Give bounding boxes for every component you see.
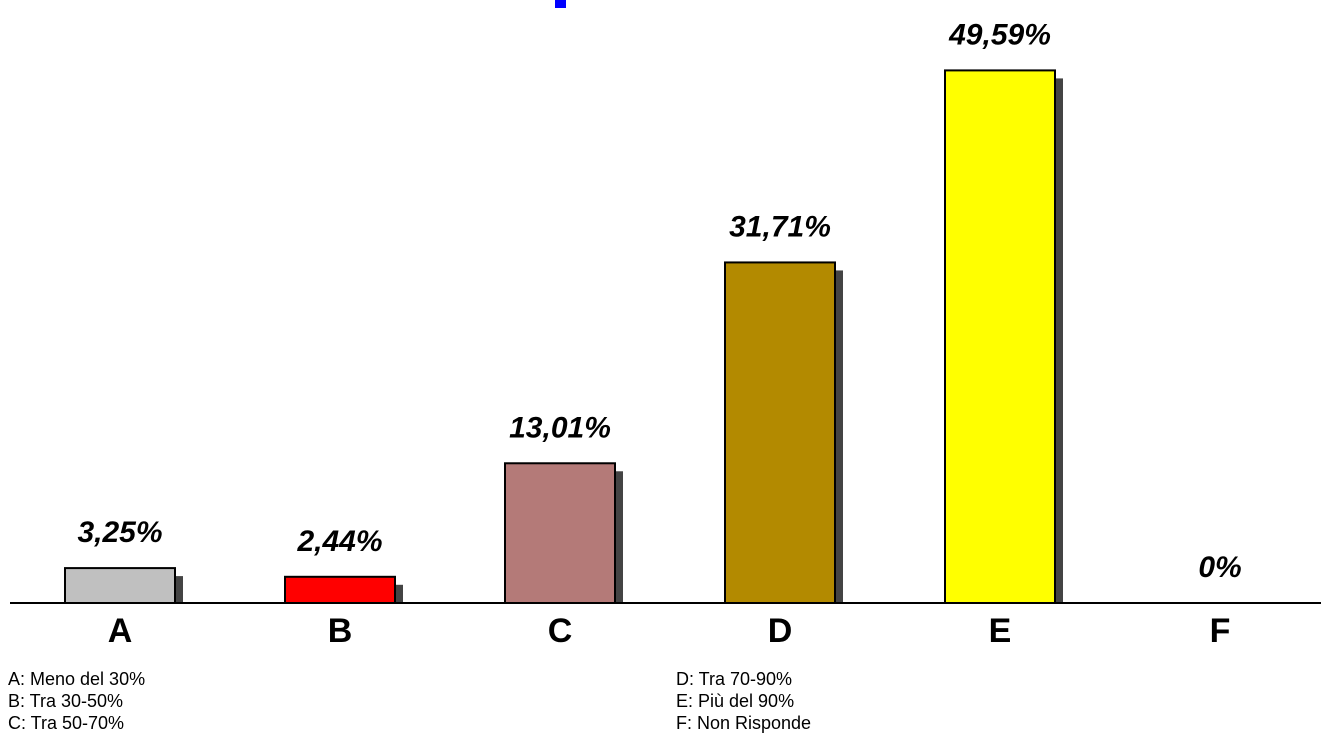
bar-c — [504, 462, 616, 605]
category-label-c: C — [548, 612, 573, 650]
bar-d — [724, 261, 836, 604]
title-fragment — [555, 0, 566, 8]
legend-right: D: Tra 70-90% E: Più del 90% F: Non Risp… — [676, 668, 811, 734]
legend-item-a: A: Meno del 30% — [8, 669, 146, 689]
value-label-b: 2,44% — [296, 525, 382, 558]
value-label-f: 0% — [1198, 551, 1241, 584]
category-labels: A B C D E F — [108, 612, 1231, 650]
bar-b — [284, 575, 396, 604]
legend-left: A: Meno del 30% B: Tra 30-50% C: Tra 50-… — [8, 668, 145, 734]
category-label-f: F — [1210, 612, 1231, 650]
category-label-b: B — [328, 612, 353, 650]
value-label-a: 3,25% — [77, 516, 162, 549]
value-label-d: 31,71% — [729, 210, 831, 243]
category-label-e: E — [989, 612, 1012, 650]
value-label-e: 49,59% — [948, 18, 1051, 51]
bar-a — [64, 567, 176, 604]
legend-item-f: F: Non Risponde — [676, 713, 812, 733]
value-labels: 3,25% 2,44% 13,01% 31,71% 49,59% 0% — [77, 18, 1241, 584]
bar-e — [944, 69, 1056, 605]
bars — [64, 69, 1275, 605]
category-label-d: D — [768, 612, 793, 650]
value-label-c: 13,01% — [509, 411, 611, 444]
legend-item-c: C: Tra 50-70% — [8, 713, 125, 733]
legend-item-b: B: Tra 30-50% — [8, 691, 124, 711]
legend-item-e: E: Più del 90% — [676, 691, 795, 711]
legend-item-d: D: Tra 70-90% — [676, 669, 793, 689]
category-label-a: A — [108, 612, 133, 650]
